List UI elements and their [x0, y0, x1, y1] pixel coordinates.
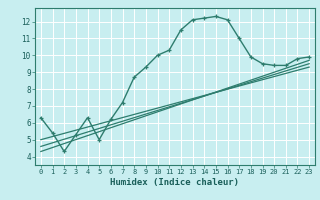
X-axis label: Humidex (Indice chaleur): Humidex (Indice chaleur): [110, 178, 239, 187]
